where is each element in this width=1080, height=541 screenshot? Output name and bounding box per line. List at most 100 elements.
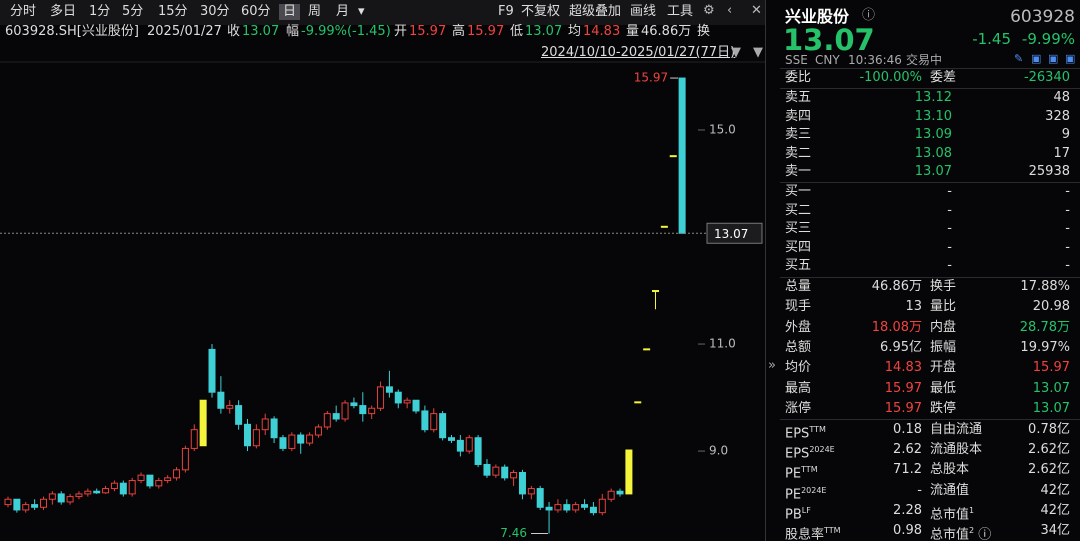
icon-button[interactable]: ✕ xyxy=(751,3,762,18)
candle-body xyxy=(554,504,562,511)
book-qty: 9 xyxy=(1061,127,1070,142)
dropdown-icon[interactable]: ▾ xyxy=(358,4,365,19)
stat-value: 18.08万 xyxy=(871,319,922,335)
info-icon[interactable]: ⓘ xyxy=(974,527,992,541)
period-tab[interactable]: 60分 xyxy=(241,4,271,19)
divider xyxy=(765,0,766,541)
book-level: 卖三 xyxy=(785,127,812,142)
panel-icon[interactable]: ▣ xyxy=(1065,52,1076,65)
icon-button[interactable]: ⚙ xyxy=(703,3,715,18)
book-level: 卖四 xyxy=(785,108,812,124)
currency: CNY xyxy=(815,53,840,67)
separator xyxy=(780,88,1080,89)
period-tab[interactable]: 30分 xyxy=(200,4,230,19)
stat-value: 13.07 xyxy=(1032,380,1070,396)
candle-body xyxy=(181,447,189,471)
date: 2025/01/27 xyxy=(147,24,222,39)
date-range[interactable]: 2024/10/10-2025/01/27(77日) xyxy=(541,45,736,60)
stat-label: 开盘 xyxy=(930,360,957,376)
collapse-icon[interactable]: » xyxy=(768,358,776,373)
tool-button[interactable]: 工具 xyxy=(667,4,694,19)
candle-body xyxy=(430,413,438,431)
stat-value: 14.83 xyxy=(884,360,922,376)
tool-button[interactable]: 不复权 xyxy=(521,4,561,19)
exchange: SSE xyxy=(785,53,808,67)
period-tab[interactable]: 5分 xyxy=(122,4,144,19)
candle-body xyxy=(625,449,633,495)
y-tick-label: 9.0 xyxy=(709,444,728,458)
info-value: 13.07 xyxy=(525,24,563,39)
book-level: 买二 xyxy=(785,202,812,218)
separator xyxy=(780,182,1080,183)
book-level: 卖五 xyxy=(785,90,812,105)
info-value: 13.07 xyxy=(242,24,280,39)
toolbar-bg xyxy=(0,0,765,25)
period-tab[interactable]: 分时 xyxy=(10,4,37,19)
candle-body xyxy=(128,480,136,495)
period-tab[interactable]: 1分 xyxy=(89,4,111,19)
candle-body xyxy=(39,498,47,508)
candle-body xyxy=(439,413,447,439)
range-icon[interactable]: ▼ xyxy=(731,45,741,60)
period-tab[interactable]: 周 xyxy=(308,4,322,19)
candle-body xyxy=(492,466,500,476)
tool-button[interactable]: 超级叠加 xyxy=(569,4,622,19)
info-icon[interactable]: ⓘ xyxy=(862,8,876,23)
candle-body xyxy=(483,463,491,476)
period-tab[interactable]: 月 xyxy=(336,4,350,19)
panel-icon[interactable]: ▣ xyxy=(1048,52,1059,65)
book-level: 买一 xyxy=(785,184,812,199)
book-qty: 17 xyxy=(1053,145,1070,161)
low-label: 7.46 xyxy=(500,526,527,540)
candle-body xyxy=(190,429,198,449)
info-label: 收 xyxy=(227,24,241,39)
candle-body xyxy=(22,504,30,511)
fund-value: 0.78亿 xyxy=(1028,422,1070,437)
info-value: -9.99%(-1.45) xyxy=(301,24,391,39)
superscript: TTM xyxy=(824,526,841,535)
candle-body xyxy=(616,490,624,495)
range-icon[interactable]: ▼ xyxy=(753,45,763,60)
candle-body xyxy=(13,498,21,511)
candle-body xyxy=(199,399,207,447)
book-price: 13.07 xyxy=(914,164,952,179)
period-tab[interactable]: 多日 xyxy=(50,4,77,19)
fund-value: 0.18 xyxy=(893,422,922,437)
book-level: 卖二 xyxy=(785,145,812,161)
candle-body xyxy=(581,504,589,508)
tool-button[interactable]: 画线 xyxy=(630,4,657,19)
candle-body xyxy=(208,348,216,393)
info-value: 15.97 xyxy=(467,24,505,39)
stat-value: 17.88% xyxy=(1020,279,1070,294)
candle-body xyxy=(607,490,615,500)
panel-icon[interactable]: ✎ xyxy=(1014,52,1024,65)
book-qty: 25938 xyxy=(1028,164,1070,179)
fund-value: 2.62亿 xyxy=(1028,462,1070,478)
price: 13.07 xyxy=(783,23,875,57)
stock-code: 603928 xyxy=(1010,7,1075,27)
chart: 9.0 11.0 15.0 15.97 7.46 13.07 xyxy=(0,0,765,540)
candle-body xyxy=(652,290,660,293)
panel-icon[interactable]: ▣ xyxy=(1031,52,1042,65)
candle-body xyxy=(474,437,482,465)
fund-value: 2.62 xyxy=(893,442,922,458)
fund-label: 自由流通 xyxy=(930,422,983,437)
superscript: 2024E xyxy=(801,485,827,495)
period-tab[interactable]: 15分 xyxy=(158,4,188,19)
icon-button[interactable]: ‹ xyxy=(727,3,733,18)
candle-body xyxy=(243,423,251,447)
info-value: 15.97 xyxy=(409,24,447,39)
candle-body xyxy=(75,493,83,498)
candle-body xyxy=(669,155,677,158)
tool-button[interactable]: F9 xyxy=(498,4,514,19)
candle-body xyxy=(314,426,322,436)
fund-value: 2.28 xyxy=(893,502,922,518)
candle-body xyxy=(678,77,686,234)
fund-label: PBLF xyxy=(785,505,811,523)
candle-body xyxy=(155,480,163,487)
candle-body xyxy=(536,488,544,508)
period-tab[interactable]: 日 xyxy=(279,4,301,20)
candle-body xyxy=(341,402,349,420)
candle-body xyxy=(57,493,65,503)
candle-body xyxy=(350,402,358,407)
